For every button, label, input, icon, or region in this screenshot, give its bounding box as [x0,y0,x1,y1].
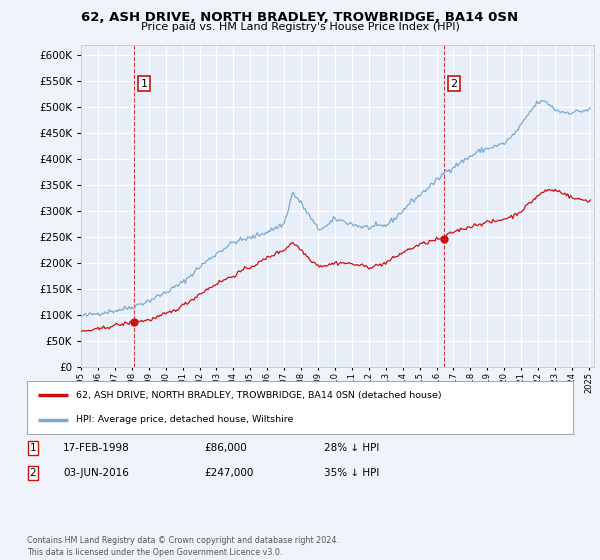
Text: 17-FEB-1998: 17-FEB-1998 [63,443,130,453]
Text: 1: 1 [140,78,148,88]
Text: Contains HM Land Registry data © Crown copyright and database right 2024.
This d: Contains HM Land Registry data © Crown c… [27,536,339,557]
Text: 62, ASH DRIVE, NORTH BRADLEY, TROWBRIDGE, BA14 0SN: 62, ASH DRIVE, NORTH BRADLEY, TROWBRIDGE… [82,11,518,24]
Text: 62, ASH DRIVE, NORTH BRADLEY, TROWBRIDGE, BA14 0SN (detached house): 62, ASH DRIVE, NORTH BRADLEY, TROWBRIDGE… [76,391,442,400]
Text: 2: 2 [451,78,458,88]
Text: £86,000: £86,000 [204,443,247,453]
Text: 03-JUN-2016: 03-JUN-2016 [63,468,129,478]
Text: 1: 1 [29,443,37,453]
Text: 28% ↓ HPI: 28% ↓ HPI [324,443,379,453]
Text: 35% ↓ HPI: 35% ↓ HPI [324,468,379,478]
Text: 2: 2 [29,468,37,478]
Text: HPI: Average price, detached house, Wiltshire: HPI: Average price, detached house, Wilt… [76,415,293,424]
Text: Price paid vs. HM Land Registry's House Price Index (HPI): Price paid vs. HM Land Registry's House … [140,22,460,32]
Text: £247,000: £247,000 [204,468,253,478]
